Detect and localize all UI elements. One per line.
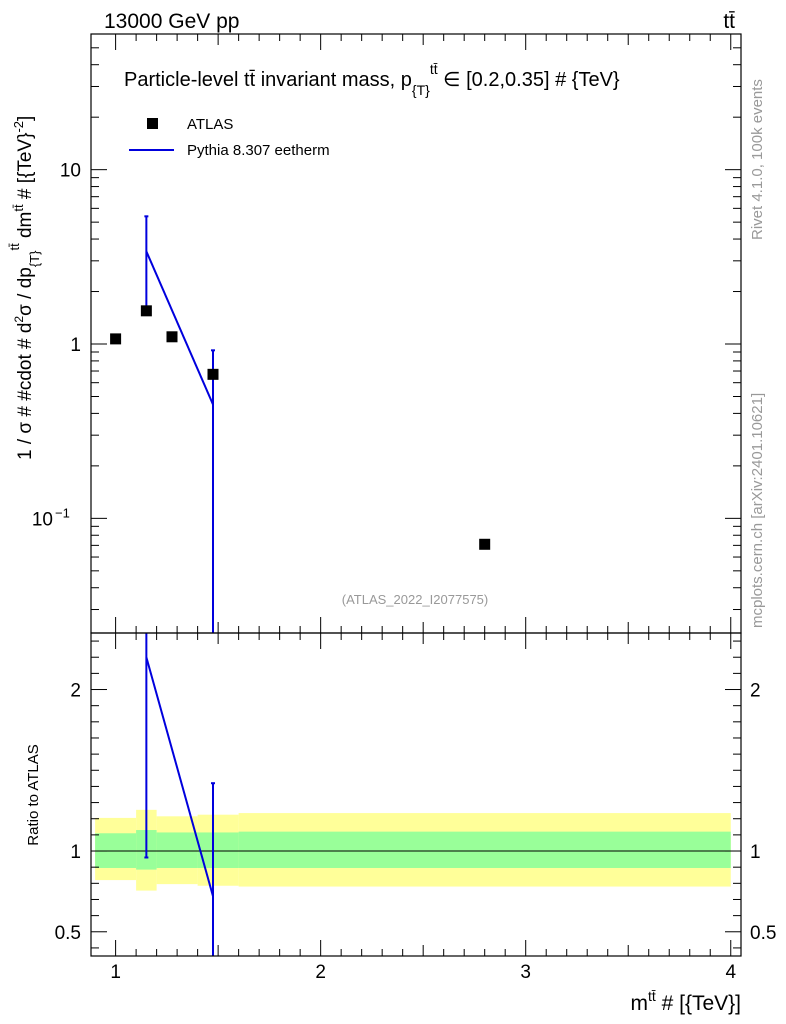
ratio-ytick-label-right: 1 [750,842,761,863]
ratio-pythia-line [145,656,214,897]
ratio-panel: 0.5 0.5 1 1 2 2 1 2 3 4 [55,632,776,983]
legend-atlas-marker [147,118,158,129]
legend-atlas-label: ATLAS [187,116,233,133]
analysis-watermark: (ATLAS_2022_I2077575) [342,592,488,607]
main-ytick-exponent: −1 [55,505,70,520]
main-ytick-label: 10 [32,509,53,530]
ratio-frame [90,632,742,957]
ratio-ytick-label-left: 2 [70,681,81,702]
ratio-axis-ticks: 0.5 0.5 1 1 2 2 1 2 3 4 [55,633,776,983]
ratio-xtick-label: 3 [520,962,531,983]
main-ylabel: 1 / σ # #cdot # d2σ / dp{T}tt̄ dmtt̄ # [… [7,116,42,460]
energy-label: 13000 GeV pp [104,10,239,33]
atlas-data-point [479,538,491,550]
ratio-band-inner [238,831,731,868]
atlas-data-point [140,305,152,317]
ratio-ytick-label-left: 0.5 [55,923,81,944]
ratio-xtick-label: 2 [315,962,326,983]
rivet-label: Rivet 4.1.0, 100k events [749,79,766,240]
pythia-line [145,250,214,405]
chart-title: Particle-level tt̄ invariant mass, p{T}t… [124,61,620,98]
main-ytick-label: 10 [60,161,81,182]
legend-pythia-label: Pythia 8.307 eetherm [187,142,330,159]
atlas-data-point [166,331,178,343]
process-label: tt̄ [723,10,735,33]
ratio-ytick-label-left: 1 [70,842,81,863]
ratio-ylabel: Ratio to ATLAS [25,744,42,845]
x-axis-label: mtt̄ # [{TeV}] [630,988,741,1015]
ratio-ytick-label-right: 2 [750,681,761,702]
atlas-data-point [207,368,219,380]
ratio-band-inner [156,832,198,868]
ratio-ytick-label-right: 0.5 [750,923,776,944]
mcplots-label: mcplots.cern.ch [arXiv:2401.10621] [749,393,766,628]
ratio-xtick-label: 4 [725,962,736,983]
main-ytick-label: 1 [70,335,81,356]
legend: ATLAS Pythia 8.307 eetherm [129,116,330,159]
atlas-data-point [110,333,122,345]
ratio-xtick-label: 1 [110,962,121,983]
